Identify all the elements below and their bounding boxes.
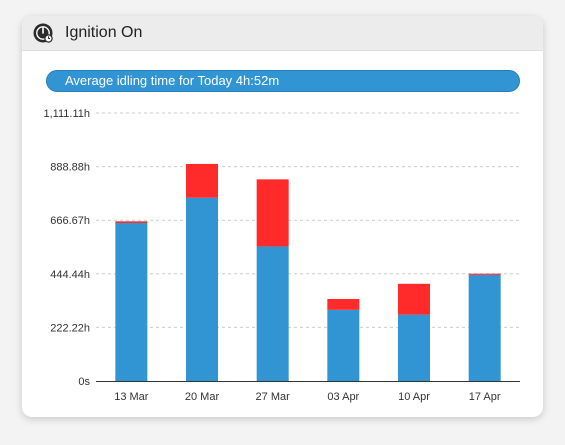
bar-segment-extra: [186, 163, 218, 198]
widget-header: Ignition On: [22, 16, 543, 51]
x-tick-label: 03 Apr: [327, 391, 359, 403]
x-tick-label: 17 Apr: [469, 391, 501, 403]
x-tick-label: 13 Mar: [114, 391, 149, 403]
bar-segment-idling: [115, 223, 148, 381]
ignition-on-widget: Ignition On Average idling time for Toda…: [22, 16, 543, 417]
bar-segment-extra: [327, 298, 360, 310]
bar-segment-extra: [256, 179, 289, 247]
y-tick-label: 222.22h: [50, 322, 90, 334]
y-tick-label: 888.88h: [50, 162, 90, 174]
x-tick-label: 10 Apr: [398, 391, 430, 403]
y-tick-label: 666.67h: [50, 215, 90, 227]
speedometer-icon: [33, 23, 53, 43]
idling-bar-chart: 0s 222.22h 444.44h 666.67h 888.88h 1,111.11h 1…: [44, 108, 520, 403]
y-tick-label: 0s: [78, 376, 90, 388]
bar-segment-extra: [398, 283, 430, 315]
bar-segment-idling: [256, 246, 289, 381]
bar-segment-extra: [115, 221, 148, 224]
x-tick-label: 20 Mar: [185, 391, 220, 403]
x-tick-label: 27 Mar: [256, 391, 291, 403]
y-tick-label: 1,111.11h: [44, 108, 91, 120]
y-tick-label: 444.44h: [50, 269, 90, 281]
bar-segment-extra: [468, 273, 501, 275]
widget-title: Ignition On: [65, 24, 143, 41]
average-idling-banner: Average idling time for Today 4h:52m: [46, 70, 520, 92]
bar-segment-idling: [398, 314, 430, 381]
bar-segment-idling: [186, 197, 218, 381]
bar-segment-idling: [468, 274, 501, 381]
bar-segment-idling: [327, 309, 360, 381]
